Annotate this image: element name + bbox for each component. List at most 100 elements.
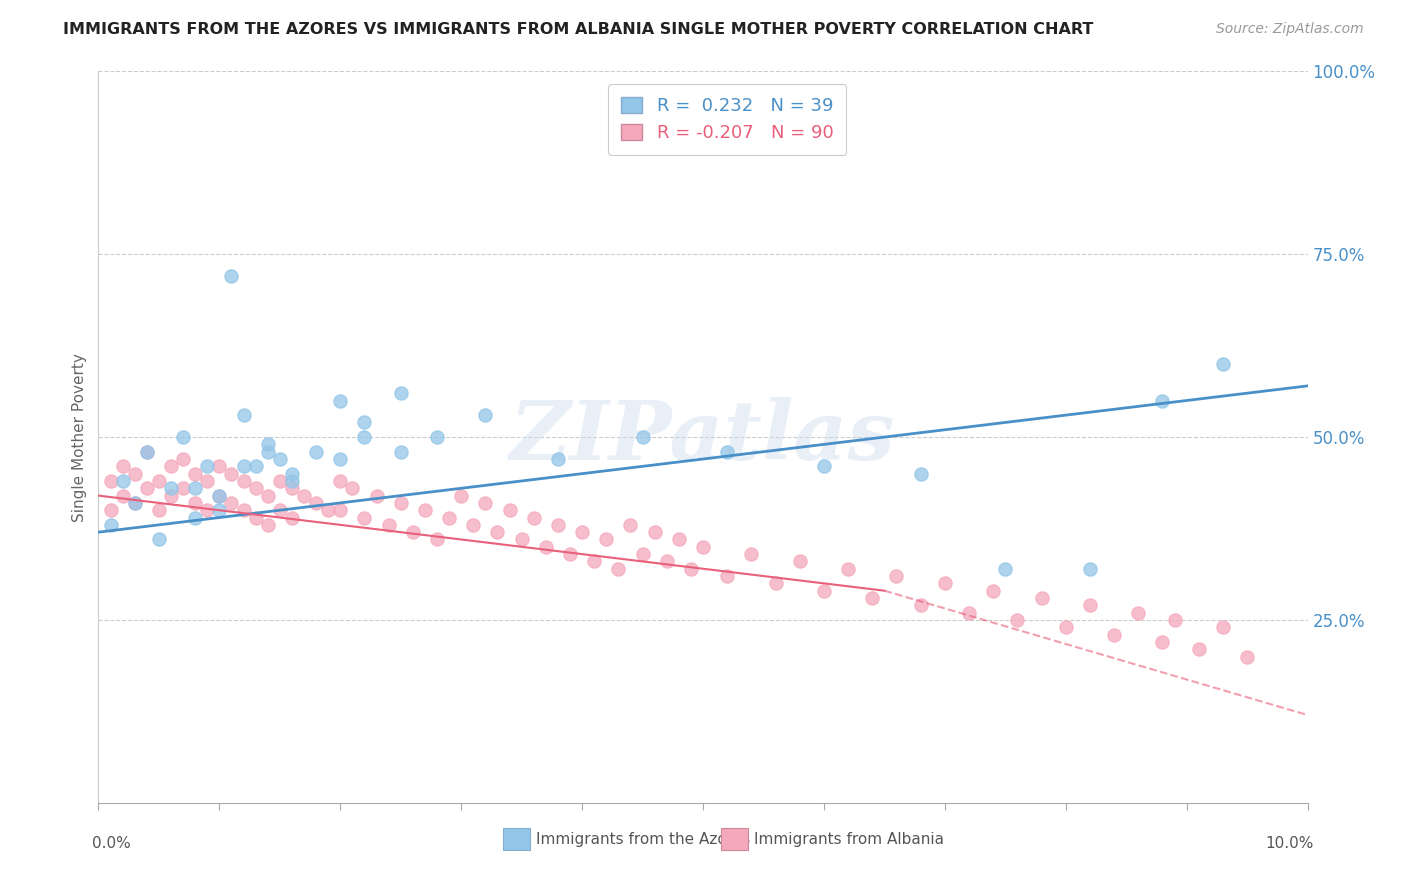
Point xyxy=(583,554,606,568)
Point xyxy=(631,547,654,561)
Point xyxy=(256,517,278,532)
Point xyxy=(100,474,122,488)
Point xyxy=(523,510,546,524)
Text: IMMIGRANTS FROM THE AZORES VS IMMIGRANTS FROM ALBANIA SINGLE MOTHER POVERTY CORR: IMMIGRANTS FROM THE AZORES VS IMMIGRANTS… xyxy=(63,22,1094,37)
Point xyxy=(353,430,375,444)
Point xyxy=(148,474,170,488)
Point xyxy=(124,496,146,510)
Point xyxy=(232,408,254,422)
Point xyxy=(208,489,231,503)
Point xyxy=(135,444,157,458)
Text: Immigrants from Albania: Immigrants from Albania xyxy=(754,832,943,847)
Point xyxy=(329,452,352,467)
Point xyxy=(184,510,207,524)
Point xyxy=(474,408,496,422)
Point xyxy=(353,510,375,524)
Point xyxy=(256,437,278,451)
Point xyxy=(305,496,328,510)
Point xyxy=(329,393,352,408)
Point xyxy=(607,562,630,576)
Point xyxy=(148,533,170,547)
Text: Immigrants from the Azores: Immigrants from the Azores xyxy=(536,832,751,847)
Point xyxy=(437,510,460,524)
Point xyxy=(595,533,617,547)
Bar xyxy=(721,829,748,850)
Point xyxy=(195,474,218,488)
Point xyxy=(172,452,194,467)
Point xyxy=(1007,613,1029,627)
Point xyxy=(1163,613,1185,627)
Point xyxy=(208,489,231,503)
Point xyxy=(1236,649,1258,664)
Point xyxy=(329,474,352,488)
Point xyxy=(184,481,207,495)
Point xyxy=(1212,620,1234,634)
Point xyxy=(692,540,714,554)
Point xyxy=(463,517,485,532)
Point xyxy=(221,269,243,284)
Point xyxy=(281,510,304,524)
Point xyxy=(1188,642,1211,657)
Point xyxy=(184,496,207,510)
Text: 10.0%: 10.0% xyxy=(1265,836,1313,851)
Point xyxy=(160,489,183,503)
Point xyxy=(256,489,278,503)
Point xyxy=(631,430,654,444)
Point xyxy=(1128,606,1150,620)
Point xyxy=(135,481,157,495)
Point xyxy=(558,547,581,561)
Point xyxy=(232,459,254,474)
Text: ZIPatlas: ZIPatlas xyxy=(510,397,896,477)
Point xyxy=(789,554,811,568)
Point xyxy=(1078,562,1101,576)
Point xyxy=(172,430,194,444)
Point xyxy=(765,576,787,591)
Point xyxy=(281,467,304,481)
Point xyxy=(886,569,908,583)
Point xyxy=(232,503,254,517)
Point xyxy=(269,474,291,488)
Point xyxy=(486,525,509,540)
Point xyxy=(934,576,956,591)
Point xyxy=(426,430,449,444)
Point xyxy=(269,503,291,517)
Point xyxy=(813,583,835,598)
Point xyxy=(281,474,304,488)
Point xyxy=(100,517,122,532)
Point xyxy=(534,540,557,554)
Point xyxy=(1102,627,1125,641)
Point xyxy=(426,533,449,547)
Point xyxy=(655,554,678,568)
Point xyxy=(910,467,932,481)
Point xyxy=(269,452,291,467)
Point xyxy=(292,489,315,503)
Point xyxy=(813,459,835,474)
Point xyxy=(245,481,267,495)
Point xyxy=(353,416,375,430)
Point xyxy=(679,562,702,576)
Point xyxy=(232,474,254,488)
Point xyxy=(195,503,218,517)
Point xyxy=(281,481,304,495)
Point xyxy=(994,562,1017,576)
Point xyxy=(981,583,1004,598)
Point xyxy=(184,467,207,481)
Point xyxy=(245,510,267,524)
Point xyxy=(329,503,352,517)
Point xyxy=(837,562,859,576)
Point xyxy=(547,452,569,467)
Point xyxy=(111,474,134,488)
Point xyxy=(740,547,762,561)
Point xyxy=(160,459,183,474)
Point xyxy=(124,496,146,510)
Point xyxy=(1078,599,1101,613)
Point xyxy=(413,503,436,517)
Point xyxy=(1031,591,1053,605)
Point xyxy=(402,525,425,540)
Point xyxy=(377,517,399,532)
Point xyxy=(208,503,231,517)
Point xyxy=(160,481,183,495)
Point xyxy=(957,606,980,620)
Point xyxy=(668,533,690,547)
Point xyxy=(305,444,328,458)
